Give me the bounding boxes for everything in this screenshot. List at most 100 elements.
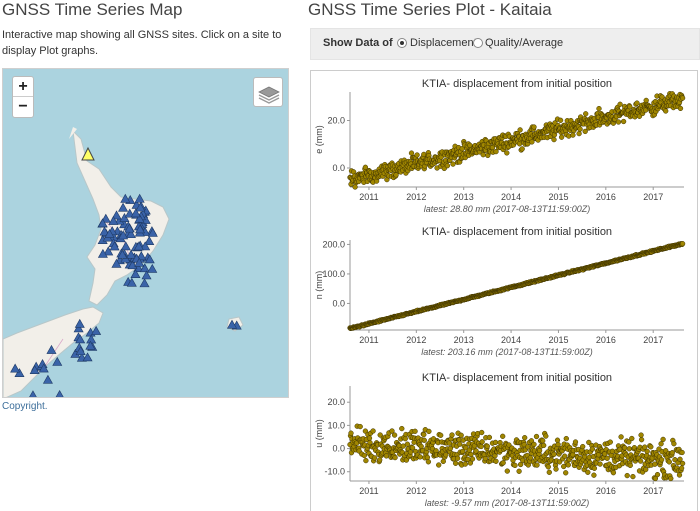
gnss-site-marker[interactable] [120,241,131,251]
gnss-site-marker[interactable] [134,193,145,203]
data-point [663,108,669,114]
quality-average-radio[interactable] [473,38,483,48]
gnss-site-marker[interactable] [97,248,108,258]
gnss-site-marker[interactable] [52,356,63,366]
copyright-link[interactable]: Copyright. [2,401,48,412]
latest-value-annotation: latest: 28.80 mm (2017-08-13T11:59:00Z) [424,204,590,214]
gnss-site-marker[interactable] [73,323,84,333]
data-point [528,438,535,444]
gnss-site-marker[interactable] [226,319,238,329]
zoom-in-button[interactable]: + [13,77,33,97]
gnss-site-marker[interactable] [118,202,129,212]
gnss-site-marker[interactable] [126,249,137,259]
gnss-site-marker[interactable] [99,226,110,236]
data-point [585,469,591,475]
site-markers[interactable] [10,193,242,398]
data-point [669,450,675,456]
x-tick-label: 2011 [359,335,378,345]
data-point [580,443,586,450]
gnss-site-marker[interactable] [28,390,37,398]
data-point [366,435,373,441]
data-point [370,428,376,434]
displacement-radio[interactable] [397,38,407,48]
data-point [389,428,395,434]
data-point [392,454,398,461]
gnss-site-marker[interactable] [127,260,138,270]
data-point [654,471,661,478]
data-point [371,455,378,461]
gnss-site-marker[interactable] [140,241,151,251]
gnss-site-marker[interactable] [74,318,85,328]
gnss-site-marker[interactable] [118,230,129,240]
gnss-site-marker[interactable] [55,389,64,398]
gnss-site-marker[interactable] [117,249,128,259]
gnss-site-marker[interactable] [136,251,147,261]
gnss-site-marker[interactable] [135,224,146,234]
data-point [604,455,610,461]
gnss-site-marker[interactable] [130,208,141,218]
gnss-site-marker[interactable] [109,241,120,251]
data-point [678,465,685,471]
gnss-site-map[interactable]: + − [2,68,289,398]
gnss-site-marker[interactable] [104,228,115,238]
gnss-site-marker[interactable] [120,193,131,203]
y-tick-label: 200.0 [322,239,345,249]
zoom-out-button[interactable]: − [18,98,28,115]
y-tick-label: 0.0 [332,163,345,173]
gnss-site-marker[interactable] [141,270,152,280]
data-point [447,445,454,451]
gnss-site-marker[interactable] [139,278,150,288]
layers-button[interactable] [253,77,283,107]
gnss-site-marker[interactable] [124,223,135,233]
data-point [426,428,432,435]
data-point [443,452,449,458]
gnss-site-marker[interactable] [82,352,93,362]
data-point [450,161,456,167]
gnss-site-marker[interactable] [130,269,141,278]
gnss-site-marker[interactable] [147,263,158,273]
gnss-site-marker[interactable] [75,334,86,344]
displacement-radio-label[interactable]: Displacement [410,37,477,49]
data-point [363,457,369,464]
gnss-site-marker[interactable] [85,340,96,350]
gnss-site-marker[interactable] [14,368,25,377]
gnss-site-marker[interactable] [126,277,137,287]
gnss-site-marker[interactable] [10,363,21,373]
gnss-site-marker[interactable] [75,346,86,356]
data-point [404,441,411,447]
data-point [536,447,543,454]
displacement-chart-u: KTIA- displacement from initial position… [314,372,686,508]
gnss-site-marker[interactable] [119,213,130,222]
gnss-site-marker[interactable] [111,258,122,268]
data-point [504,150,510,156]
gnss-site-marker[interactable] [38,363,49,373]
data-point [531,441,537,448]
gnss-site-marker[interactable] [134,257,145,267]
gnss-site-marker[interactable] [42,374,53,384]
gnss-site-marker[interactable] [125,229,136,239]
data-point [555,441,561,448]
gnss-site-marker[interactable] [97,218,108,228]
gnss-site-marker[interactable] [133,241,144,251]
gnss-site-marker[interactable] [111,210,122,220]
data-point [570,132,576,138]
data-point [629,435,635,442]
data-point [545,464,551,470]
map-canvas[interactable] [3,69,289,398]
gnss-site-marker[interactable] [144,236,155,245]
gnss-site-marker[interactable] [144,254,155,264]
data-point [458,432,464,438]
gnss-site-marker[interactable] [147,227,158,237]
quality-average-radio-label[interactable]: Quality/Average [485,37,564,49]
selected-site-marker-kaitaia[interactable] [81,146,95,161]
gnss-site-marker[interactable] [91,325,102,335]
gnss-site-marker[interactable] [135,202,146,212]
gnss-site-marker[interactable] [103,246,114,256]
gnss-site-marker[interactable] [46,344,57,354]
gnss-site-marker[interactable] [139,263,150,273]
gnss-site-marker[interactable] [29,365,40,374]
data-point [679,95,686,101]
gnss-site-marker[interactable] [108,215,119,225]
data-point [522,435,528,441]
plot-title: GNSS Time Series Plot - Kaitaia [308,0,552,19]
